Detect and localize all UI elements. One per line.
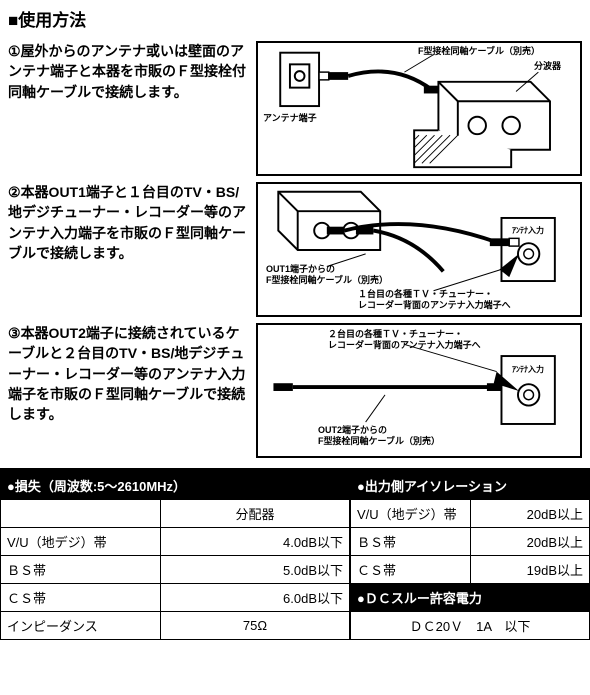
step-3-text: ③本器OUT2端子に接続されているケーブルと２台目のTV・BS/地デジチューナー… — [8, 323, 248, 424]
dc-header: ●ＤＣスルー許容電力 — [351, 584, 590, 612]
step-3-row: ③本器OUT2端子に接続されているケーブルと２台目のTV・BS/地デジチューナー… — [8, 323, 582, 458]
step-3-num: ③ — [8, 323, 21, 343]
iso-r2v: 19dB以上 — [471, 556, 590, 584]
diagram-1: アンテナ端子 F型接栓同軸ケーブル（別売） 分波器 — [256, 41, 582, 176]
step-1-body: 屋外からのアンテナ或いは壁面のアンテナ端子と本器を市販のＦ型接栓付同軸ケーブルで… — [8, 43, 246, 100]
d2-label-a: OUT1端子からの F型接栓同軸ケーブル（別売） — [266, 264, 388, 286]
step-2-row: ②本器OUT1端子と１台目のTV・BS/地デジチューナー・レコーダー等のアンテナ… — [8, 182, 582, 317]
loss-col2: 分配器 — [161, 500, 350, 528]
loss-r0k: V/U（地デジ）帯 — [1, 528, 161, 556]
section-title: ■使用方法 — [8, 6, 582, 31]
dc-value: ＤＣ20Ｖ 1A 以下 — [351, 612, 590, 640]
iso-r0v: 20dB以上 — [471, 500, 590, 528]
step-2-text: ②本器OUT1端子と１台目のTV・BS/地デジチューナー・レコーダー等のアンテナ… — [8, 182, 248, 263]
iso-r1k: ＢＳ帯 — [351, 528, 471, 556]
d3-label-b: ２台目の各種ＴＶ・チューナー・ レコーダー背面のアンテナ入力端子へ — [328, 329, 481, 351]
step-1-num: ① — [8, 41, 21, 61]
loss-r2k: ＣＳ帯 — [1, 584, 161, 612]
d1-label-a: アンテナ端子 — [263, 113, 317, 124]
step-2-num: ② — [8, 182, 21, 202]
loss-r0v: 4.0dB以下 — [161, 528, 350, 556]
diagram-2: OUT1端子からの F型接栓同軸ケーブル（別売） １台目の各種ＴＶ・チューナー・… — [256, 182, 582, 317]
d3-label-c: ｱﾝﾃﾅ入力 — [512, 365, 544, 375]
step-3-body: 本器OUT2端子に接続されているケーブルと２台目のTV・BS/地デジチューナー・… — [8, 325, 245, 422]
d1-label-c: 分波器 — [534, 61, 561, 72]
loss-r2v: 6.0dB以下 — [161, 584, 350, 612]
loss-r3v: 75Ω — [161, 612, 350, 640]
iso-header: ●出力側アイソレーション — [351, 472, 590, 500]
iso-r1v: 20dB以上 — [471, 528, 590, 556]
loss-table: ●損失（周波数:5～2610MHz） 分配器 V/U（地デジ）帯4.0dB以下 … — [0, 471, 350, 640]
step-1-row: ①屋外からのアンテナ或いは壁面のアンテナ端子と本器を市販のＦ型接栓付同軸ケーブル… — [8, 41, 582, 176]
iso-r2k: ＣＳ帯 — [351, 556, 471, 584]
diagram-3: OUT2端子からの F型接栓同軸ケーブル（別売） ２台目の各種ＴＶ・チューナー・… — [256, 323, 582, 458]
step-2-body: 本器OUT1端子と１台目のTV・BS/地デジチューナー・レコーダー等のアンテナ入… — [8, 184, 246, 261]
iso-r0k: V/U（地デジ）帯 — [351, 500, 471, 528]
step-1-text: ①屋外からのアンテナ或いは壁面のアンテナ端子と本器を市販のＦ型接栓付同軸ケーブル… — [8, 41, 248, 102]
loss-header: ●損失（周波数:5～2610MHz） — [1, 472, 350, 500]
iso-dc-table: ●出力側アイソレーション V/U（地デジ）帯20dB以上 ＢＳ帯20dB以上 Ｃ… — [350, 471, 590, 640]
d1-label-b: F型接栓同軸ケーブル（別売） — [418, 46, 540, 57]
loss-r1k: ＢＳ帯 — [1, 556, 161, 584]
spec-tables: ●損失（周波数:5～2610MHz） 分配器 V/U（地デジ）帯4.0dB以下 … — [0, 468, 590, 640]
d2-label-b: １台目の各種ＴＶ・チューナー・ レコーダー背面のアンテナ入力端子へ — [358, 289, 511, 311]
loss-r1v: 5.0dB以下 — [161, 556, 350, 584]
d3-label-a: OUT2端子からの F型接栓同軸ケーブル（別売） — [318, 425, 440, 447]
loss-r3k: インピーダンス — [1, 612, 161, 640]
d2-label-c: ｱﾝﾃﾅ入力 — [512, 226, 544, 236]
